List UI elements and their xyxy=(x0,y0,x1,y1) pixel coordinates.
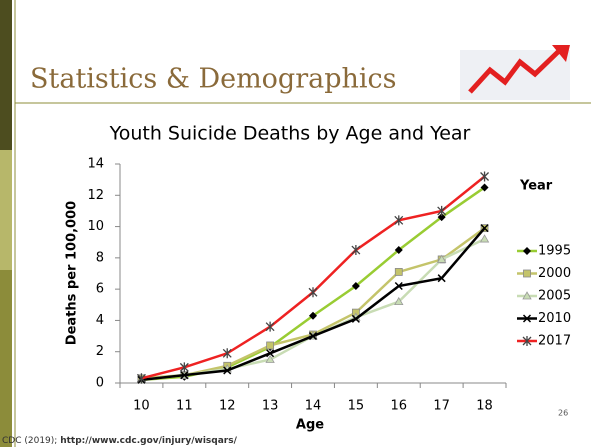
y-tick-label: 6 xyxy=(96,282,104,297)
point xyxy=(522,336,532,346)
point xyxy=(480,224,489,233)
y-tick-label: 2 xyxy=(96,344,104,359)
point xyxy=(351,282,360,291)
legend-label: 1995 xyxy=(538,244,571,259)
point xyxy=(222,348,232,359)
y-axis-label: Deaths per 100,000 xyxy=(65,201,80,345)
legend-title: Year xyxy=(519,179,553,194)
point xyxy=(437,213,446,222)
legend-label: 2017 xyxy=(538,334,571,349)
x-axis-label: Age xyxy=(296,418,324,433)
x-tick-label: 13 xyxy=(262,399,279,414)
point xyxy=(523,269,531,278)
y-tick-label: 14 xyxy=(87,157,104,172)
source-note: CDC (2019); http://www.cdc.gov/injury/wi… xyxy=(2,436,238,446)
y-tick-label: 0 xyxy=(96,376,104,391)
point xyxy=(480,171,490,182)
trend-icon xyxy=(460,45,570,100)
point xyxy=(437,274,446,283)
point xyxy=(266,349,275,358)
source: CDC (2019); xyxy=(2,436,57,446)
page-number: 26 xyxy=(558,409,568,418)
point xyxy=(351,314,360,323)
point xyxy=(351,245,361,256)
point xyxy=(522,314,532,323)
point xyxy=(436,254,447,263)
point xyxy=(394,268,403,276)
side-bar xyxy=(0,0,12,150)
y-tick-label: 10 xyxy=(87,219,104,234)
x-tick-label: 17 xyxy=(433,399,450,414)
point xyxy=(479,234,490,243)
series-line xyxy=(141,237,486,382)
point xyxy=(394,215,404,226)
x-tick-label: 11 xyxy=(176,399,193,414)
slide-title: Statistics & Demographics xyxy=(30,64,397,95)
x-tick-label: 18 xyxy=(476,399,493,414)
x-tick-label: 14 xyxy=(305,399,322,414)
y-tick-label: 4 xyxy=(96,313,104,328)
point xyxy=(308,332,318,341)
legend-label: 2010 xyxy=(538,311,571,326)
point xyxy=(180,371,189,380)
point xyxy=(394,246,403,255)
chart-title: Youth Suicide Deaths by Age and Year xyxy=(109,123,471,145)
point xyxy=(480,183,489,192)
legend-label: 2000 xyxy=(538,266,571,281)
legend-label: 2005 xyxy=(538,289,571,304)
point xyxy=(265,354,275,363)
point xyxy=(309,311,317,320)
series-line xyxy=(141,186,486,382)
x-tick-label: 12 xyxy=(219,399,236,414)
point xyxy=(308,287,318,298)
point xyxy=(179,362,189,373)
point xyxy=(266,341,275,350)
point xyxy=(394,296,404,306)
point xyxy=(265,321,275,332)
point xyxy=(136,373,146,384)
source-url: http://www.cdc.gov/injury/wisqars/ xyxy=(60,436,237,446)
x-tick-label: 15 xyxy=(348,399,365,414)
point xyxy=(522,291,532,300)
series-line xyxy=(141,175,486,380)
point xyxy=(223,366,232,375)
side-bar xyxy=(0,150,12,270)
y-tick-label: 12 xyxy=(87,188,104,203)
y-tick-label: 8 xyxy=(96,250,104,265)
x-tick-label: 10 xyxy=(133,399,150,414)
series-line xyxy=(141,227,486,380)
x-tick-label: 16 xyxy=(391,399,408,414)
series-line xyxy=(141,227,486,382)
side-bar xyxy=(0,270,12,447)
point xyxy=(437,205,447,216)
point xyxy=(394,281,403,291)
point xyxy=(523,247,531,255)
